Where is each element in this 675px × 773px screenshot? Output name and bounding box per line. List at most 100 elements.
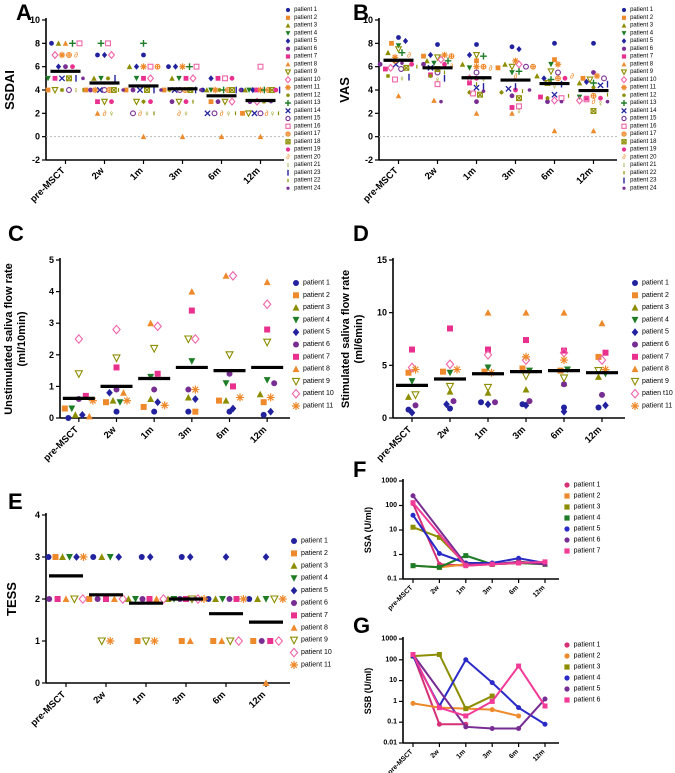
panel-a-letter: A bbox=[16, 0, 32, 25]
panel-b-letter: B bbox=[353, 0, 369, 25]
y-tick-label: 1 bbox=[35, 636, 40, 646]
legend-label: patient 3 bbox=[294, 23, 318, 29]
series-line bbox=[412, 654, 546, 718]
series-points bbox=[405, 399, 602, 413]
legend-label: patient 18 bbox=[294, 139, 321, 145]
legend-item: patient 15 bbox=[621, 116, 657, 122]
legend-item: patient 9 bbox=[289, 636, 328, 645]
y-tick-label: 8 bbox=[35, 38, 40, 48]
legend-item: patient 5 bbox=[621, 38, 654, 44]
legend-label: patient 5 bbox=[630, 38, 654, 44]
legend-label: patient 21 bbox=[630, 162, 657, 168]
legend-item: patient 5 bbox=[290, 586, 328, 595]
legend-label: patient 5 bbox=[301, 587, 328, 594]
legend-label: patient 1 bbox=[574, 642, 601, 649]
series-points bbox=[65, 408, 267, 421]
legend-label: patient 16 bbox=[630, 123, 657, 129]
svg-text:♀: ♀ bbox=[108, 108, 114, 118]
legend-label: patient 4 bbox=[642, 316, 669, 323]
legend-label: patient 8 bbox=[630, 61, 654, 67]
legend-label: patient 5 bbox=[574, 526, 601, 533]
legend-item: patient 13 bbox=[285, 100, 321, 106]
series-points bbox=[51, 50, 261, 106]
legend-label: patient 8 bbox=[294, 61, 318, 67]
legend-label: patient 1 bbox=[294, 7, 318, 13]
series-points bbox=[78, 593, 284, 647]
legend-item: patient 10 bbox=[620, 75, 657, 84]
legend-item: patient 12 bbox=[286, 92, 321, 98]
y-tick-label: 0 bbox=[49, 413, 54, 423]
panel-d: D 15 10 5 0 pre-MSCT 2w 1m 3m 6m 12m Stimulated sa… bbox=[337, 215, 675, 465]
y-tick-label: 0 bbox=[35, 678, 40, 688]
svg-text:∂: ∂ bbox=[622, 154, 625, 161]
legend-label: patient 3 bbox=[303, 304, 330, 311]
series-points bbox=[85, 272, 271, 420]
legend-item: patient 7 bbox=[632, 353, 669, 360]
legend-item: patient 22 bbox=[623, 170, 657, 176]
legend-item: patient 8 bbox=[290, 624, 328, 631]
series-points bbox=[396, 35, 596, 50]
series-points bbox=[398, 49, 597, 87]
legend-item: patient 2 bbox=[564, 493, 601, 500]
x-tick-label: 1m bbox=[473, 424, 490, 441]
svg-text:♀: ♀ bbox=[480, 75, 486, 85]
legend-label: patient 3 bbox=[301, 562, 328, 569]
legend-item: patient 24 bbox=[286, 185, 321, 191]
legend-label: patient 2 bbox=[303, 292, 330, 299]
series-points bbox=[45, 87, 245, 116]
legend-item: patient 11 bbox=[621, 85, 657, 91]
svg-text:♀: ♀ bbox=[516, 106, 522, 116]
legend-item: patient 11 bbox=[291, 401, 333, 411]
series-points bbox=[400, 61, 610, 104]
legend-label: patient 12 bbox=[294, 92, 321, 98]
legend-item: patient 13 bbox=[621, 100, 657, 106]
y-tick-label: 6 bbox=[368, 62, 373, 72]
legend-item: patient 4 bbox=[290, 575, 328, 582]
series-points bbox=[398, 63, 607, 82]
svg-text:∂: ∂ bbox=[103, 109, 107, 118]
legend-label: patient 1 bbox=[630, 7, 654, 13]
y-tick-label: 15 bbox=[377, 255, 387, 265]
x-tick-label: 12m bbox=[247, 689, 268, 710]
legend-item: patient 3 bbox=[285, 23, 318, 29]
legend: patient 1 patient 2 patient 3 patient 4 pati… bbox=[630, 280, 673, 411]
svg-text:∂: ∂ bbox=[570, 72, 574, 81]
legend-item: patient 6 bbox=[564, 537, 601, 544]
y-tick-label: 100 bbox=[385, 502, 397, 509]
svg-text:∂: ∂ bbox=[407, 51, 411, 60]
legend-label: patient 19 bbox=[294, 147, 321, 153]
series-points bbox=[82, 88, 280, 116]
series-points bbox=[410, 493, 548, 567]
legend-item: patient 2 bbox=[291, 550, 328, 557]
legend-label: patient 14 bbox=[294, 108, 321, 114]
y-tick-label: 2 bbox=[368, 108, 373, 118]
legend-label: patient 24 bbox=[630, 185, 657, 191]
legend-item: patient 11 bbox=[285, 85, 321, 91]
y-tick-label: 0.01 bbox=[383, 740, 397, 747]
legend-label: patient 22 bbox=[294, 178, 321, 184]
legend-label: patient 6 bbox=[574, 537, 601, 544]
series-points bbox=[69, 39, 268, 94]
series-points bbox=[62, 40, 264, 140]
series-points bbox=[409, 61, 603, 101]
series-points bbox=[392, 76, 590, 110]
series-points bbox=[88, 385, 275, 410]
x-tick-label: 12m bbox=[574, 165, 595, 186]
y-tick-label: 1 bbox=[393, 698, 397, 705]
legend-item: patient 3 bbox=[290, 562, 328, 569]
legend-item: patient 4 bbox=[631, 316, 669, 324]
svg-text:∂: ∂ bbox=[74, 51, 78, 60]
legend-item: patient 3 bbox=[292, 304, 330, 311]
legend-label: patient 7 bbox=[642, 353, 669, 360]
y-tick-label: -2 bbox=[365, 155, 373, 165]
x-tick-label: 2w bbox=[429, 748, 441, 760]
series-points bbox=[68, 358, 271, 413]
legend-label: patient 17 bbox=[294, 131, 321, 137]
x-tick-label: 2w bbox=[91, 689, 108, 706]
series-points bbox=[389, 40, 586, 81]
legend-item: patient 1 bbox=[291, 538, 328, 545]
legend-label: patient 20 bbox=[294, 154, 321, 160]
x-tick-label: 6m bbox=[206, 165, 223, 182]
panel-f: F 1000 100 10 1 0.1 pre-MSCT 2w 1m 3m 6m 12m SSA (U… bbox=[337, 455, 675, 613]
legend-item: patient 6 bbox=[621, 46, 654, 52]
